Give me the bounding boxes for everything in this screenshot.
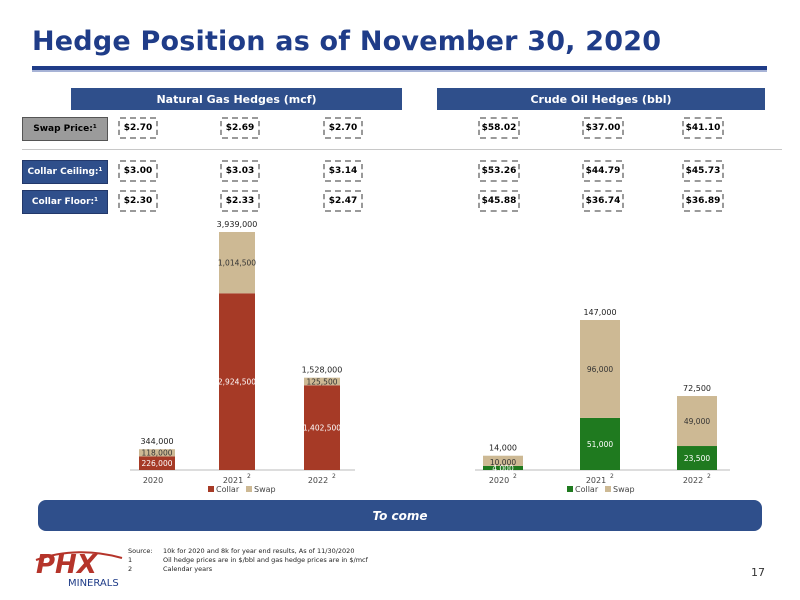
oil-ceiling-price-2020: $53.26 [478,160,520,182]
swap-price-label: Swap Price:¹ [22,117,108,141]
swap-data-label-2022: 125,500 [306,377,337,386]
legend-collar-swatch [208,486,214,492]
oil-hedges-header: Crude Oil Hedges (bbl) [437,88,765,110]
swap-bar-2021 [219,232,255,294]
x-tick-label-2022: 2022 [683,476,703,485]
x-tick-label-2020: 2020 [143,476,163,485]
gas-ceiling-price-2022: $3.14 [323,160,363,182]
collar-bar-2021 [219,293,255,470]
total-label-2021: 3,939,000 [217,220,258,229]
logo-subtext: MINERALS [68,578,119,589]
logo-wordmark: PHX [36,550,99,580]
x-tick-superscript-2021: 2 [247,473,251,480]
collar-data-label-2022: 23,500 [684,454,710,463]
title-underline-shadow [32,70,767,72]
collar-data-label-2020: 226,000 [141,459,172,468]
swap-data-label-2021: 1,014,500 [218,259,256,268]
collar-floor-label: Collar Floor:¹ [22,190,108,214]
legend-swap-swatch [605,486,611,492]
phx-minerals-logo: PHX MINERALS [35,550,123,589]
page-number: 17 [751,566,765,579]
footnote-source-label: Source: [128,547,153,555]
oil-swap-price-2020: $58.02 [478,117,520,139]
swap-data-label-2021: 96,000 [587,365,613,374]
swap-bar-2022 [304,377,340,386]
legend-collar-label: Collar [216,485,240,494]
collar-data-label-2021: 51,000 [587,440,613,449]
gas-hedges-header: Natural Gas Hedges (mcf) [71,88,402,110]
legend-swap-label: Swap [254,485,276,494]
swap-data-label-2020: 118,000 [141,448,172,457]
collar-bar-2020 [483,465,523,470]
oil-swap-price-2022: $41.10 [682,117,724,139]
title-underline [32,66,767,70]
x-tick-superscript-2022: 2 [707,473,711,480]
total-label-2022: 72,500 [683,384,711,393]
footnote-2-text: Calendar years [163,565,213,573]
x-tick-superscript-2020: 2 [513,473,517,480]
collar-data-label-2021: 2,924,500 [218,378,256,387]
x-tick-label-2022: 2022 [308,476,328,485]
legend-swap-swatch [246,486,252,492]
footnote-2-marker: 2 [128,565,133,573]
collar-bar-2020 [139,456,175,470]
collar-bar-2021 [580,417,620,470]
legend-collar-label: Collar [575,485,599,494]
gas-floor-price-2020: $2.30 [118,190,158,212]
swap-bar-2020 [483,455,523,466]
collar-bar-2022 [304,385,340,470]
collar-data-label-2020: 4,000 [492,464,514,473]
collar-ceiling-label: Collar Ceiling:¹ [22,160,108,184]
gas-ceiling-price-2021: $3.03 [220,160,260,182]
legend-collar-swatch [567,486,573,492]
oil-floor-price-2021: $36.74 [582,190,624,212]
swap-bar-2022 [677,396,717,447]
to-come-banner: To come [38,500,762,531]
page-title: Hedge Position as of November 30, 2020 [32,26,662,57]
x-tick-label-2021: 2021 [586,476,606,485]
gas-swap-price-2020: $2.70 [118,117,158,139]
gas-hedges-chart: 226,000 118,000 344,000 2020 2,924,500 1,014,… [130,220,355,494]
footnote-1-marker: 1 [128,556,133,564]
gas-ceiling-price-2020: $3.00 [118,160,158,182]
gas-floor-price-2021: $2.33 [220,190,260,212]
x-tick-superscript-2022: 2 [332,473,336,480]
oil-ceiling-price-2021: $44.79 [582,160,624,182]
x-tick-label-2020: 2020 [489,476,509,485]
gas-floor-price-2022: $2.47 [323,190,363,212]
price-divider [22,149,782,150]
collar-data-label-2022: 1,402,500 [303,424,341,433]
gas-swap-price-2022: $2.70 [323,117,363,139]
legend-swap-label: Swap [613,485,635,494]
oil-floor-price-2022: $36.89 [682,190,724,212]
oil-floor-price-2020: $45.88 [478,190,520,212]
x-tick-superscript-2021: 2 [610,473,614,480]
total-label-2021: 147,000 [583,308,616,317]
oil-swap-price-2021: $37.00 [582,117,624,139]
swap-bar-2020 [139,449,175,457]
gas-swap-price-2021: $2.69 [220,117,260,139]
total-label-2020: 14,000 [489,444,517,453]
footnote-source-text: 10k for 2020 and 8k for year end results… [163,547,355,555]
swap-data-label-2022: 49,000 [684,417,710,426]
total-label-2020: 344,000 [140,437,173,446]
swap-data-label-2020: 10,000 [490,458,516,467]
footnote-1-text: Oil hedge prices are in $/bbl and gas he… [163,556,368,564]
swap-bar-2021 [580,320,620,418]
x-tick-label-2021: 2021 [223,476,243,485]
collar-bar-2022 [677,446,717,470]
oil-ceiling-price-2022: $45.73 [682,160,724,182]
total-label-2022: 1,528,000 [302,366,343,375]
